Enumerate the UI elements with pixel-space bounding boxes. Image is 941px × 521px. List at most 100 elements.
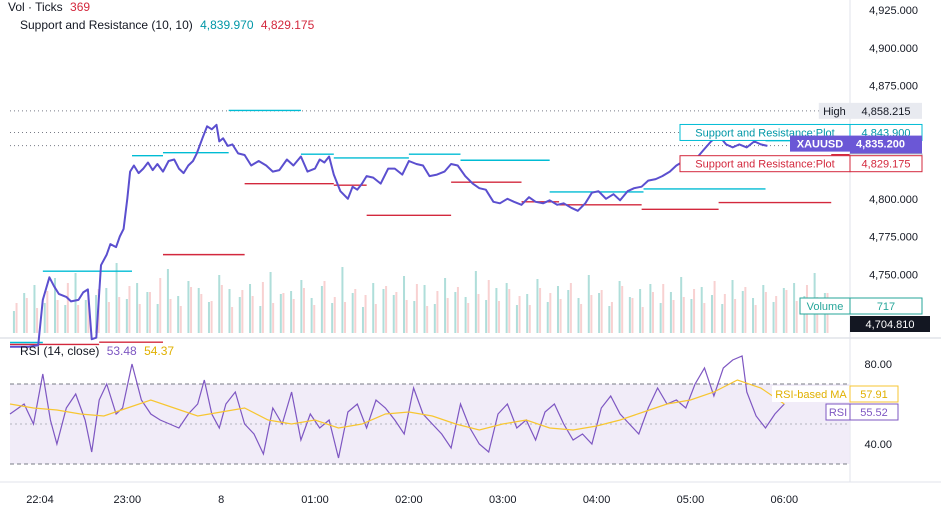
- volume-bar-up: [84, 300, 87, 333]
- volume-bar-down: [487, 280, 490, 333]
- volume-bar-up: [228, 289, 231, 333]
- volume-bar-down: [672, 300, 675, 333]
- volume-bar-down: [662, 284, 665, 333]
- volume-bar-up: [710, 295, 713, 333]
- volume-bar-up: [454, 292, 457, 333]
- volume-bar-down: [138, 304, 141, 333]
- volume-bar-up: [515, 305, 518, 333]
- volume-bar-up: [351, 293, 354, 333]
- volume-bar-down: [436, 291, 439, 333]
- time-axis-tick: 22:04: [26, 494, 54, 506]
- volume-bar-up: [536, 279, 539, 333]
- volume-bar-down: [395, 292, 398, 333]
- price-axis-tick: 4,800.000: [869, 194, 918, 206]
- rsi-tag-label: RSI: [829, 407, 847, 419]
- rsi-legend-ma: 54.37: [144, 344, 175, 358]
- volume-bar-down: [723, 294, 726, 333]
- volume-bar-up: [423, 285, 426, 333]
- volume-bar-up: [526, 294, 529, 333]
- rsi-legend-value: 53.48: [106, 344, 137, 358]
- volume-bar-down: [107, 302, 110, 333]
- volume-bar-up: [659, 303, 662, 333]
- time-axis-tick: 01:00: [301, 494, 329, 506]
- volume-bar-down: [118, 297, 121, 333]
- volume-bar-up: [115, 263, 118, 333]
- volume-bar-down: [600, 290, 603, 333]
- volume-bar-up: [556, 286, 559, 333]
- volume-bar-down: [313, 305, 316, 333]
- rsi-axis-tick: 40.00: [864, 439, 892, 451]
- time-axis-tick: 06:00: [771, 494, 799, 506]
- volume-bar-up: [495, 288, 498, 333]
- volume-bar-down: [210, 301, 213, 333]
- volume-bar-down: [641, 307, 644, 333]
- volume-bar-down: [754, 305, 757, 333]
- volume-bar-up: [187, 281, 190, 333]
- volume-bar-down: [528, 305, 531, 333]
- volume-bar-up: [177, 296, 180, 333]
- rsi-ma-tag-value: 57.91: [860, 389, 888, 401]
- volume-bar-up: [279, 294, 282, 333]
- volume-bar-down: [15, 303, 18, 333]
- volume-bar-up: [793, 283, 796, 333]
- volume-bar-up: [95, 295, 98, 333]
- volume-bar-down: [159, 278, 162, 333]
- volume-bar-down: [549, 293, 552, 333]
- price-axis-tick: 4,875.000: [869, 81, 918, 93]
- volume-bar-down: [539, 288, 542, 333]
- rsi-ma-tag-label: RSI-based MA: [775, 389, 847, 401]
- volume-bar-up: [444, 278, 447, 333]
- volume-bar-down: [734, 299, 737, 333]
- volume-bar-down: [610, 302, 613, 333]
- volume-bar-down: [25, 298, 28, 333]
- volume-bar-down: [302, 288, 305, 333]
- volume-bar-up: [546, 302, 549, 333]
- volume-bar-down: [364, 295, 367, 333]
- volume-bar-up: [156, 304, 159, 333]
- volume-bar-down: [272, 303, 275, 333]
- volume-bar-down: [508, 289, 511, 333]
- volume-bar-up: [433, 304, 436, 333]
- volume-bar-up: [53, 278, 56, 333]
- price-axis-tick: 4,775.000: [869, 232, 918, 244]
- symbol-label: XAUUSD: [797, 139, 844, 151]
- volume-bar-down: [477, 294, 480, 333]
- volume-bar-up: [680, 277, 683, 333]
- volume-bar-down: [590, 295, 593, 333]
- volume-legend: Vol · Ticks 369: [8, 0, 94, 14]
- volume-bar-down: [631, 298, 634, 333]
- volume-bar-up: [752, 298, 755, 333]
- volume-bar-down: [693, 289, 696, 333]
- volume-bar-down: [56, 300, 59, 333]
- bottom-price-tag: 4,704.810: [850, 316, 930, 332]
- price-axis-tick: 4,925.000: [869, 5, 918, 17]
- rsi-legend: RSI (14, close) 53.48 54.37: [20, 344, 178, 358]
- volume-bar-up: [146, 292, 149, 333]
- time-axis-tick: 03:00: [489, 494, 517, 506]
- rsi-ma-line: [9, 379, 785, 431]
- volume-bar-down: [569, 283, 572, 333]
- high-tag-value: 4,858.215: [862, 106, 911, 118]
- rsi-ma-tag-label-box: [772, 386, 850, 402]
- volume-bar-down: [682, 297, 685, 333]
- volume-tag-label: Volume: [807, 301, 844, 313]
- volume-legend-value: 369: [70, 0, 91, 14]
- volume-bar-up: [12, 311, 15, 333]
- time-axis-tick: 05:00: [677, 494, 705, 506]
- rsi-axis-tick: 80.00: [864, 359, 892, 371]
- volume-bar-up: [392, 295, 395, 333]
- volume-bar-down: [87, 295, 90, 333]
- price-series-line: [10, 123, 768, 348]
- volume-bar-up: [577, 298, 580, 333]
- volume-bar-up: [403, 276, 406, 333]
- volume-bar-up: [74, 273, 77, 333]
- volume-bar-down: [559, 299, 562, 333]
- high-tag-label: High: [823, 106, 846, 118]
- symbol-box: [790, 135, 850, 152]
- volume-bar-down: [795, 301, 798, 333]
- rsi-ma-tag-value-box: [849, 385, 899, 403]
- volume-bar-up: [33, 285, 36, 333]
- high-tag-value-box: [850, 102, 922, 119]
- volume-bar-down: [713, 281, 716, 333]
